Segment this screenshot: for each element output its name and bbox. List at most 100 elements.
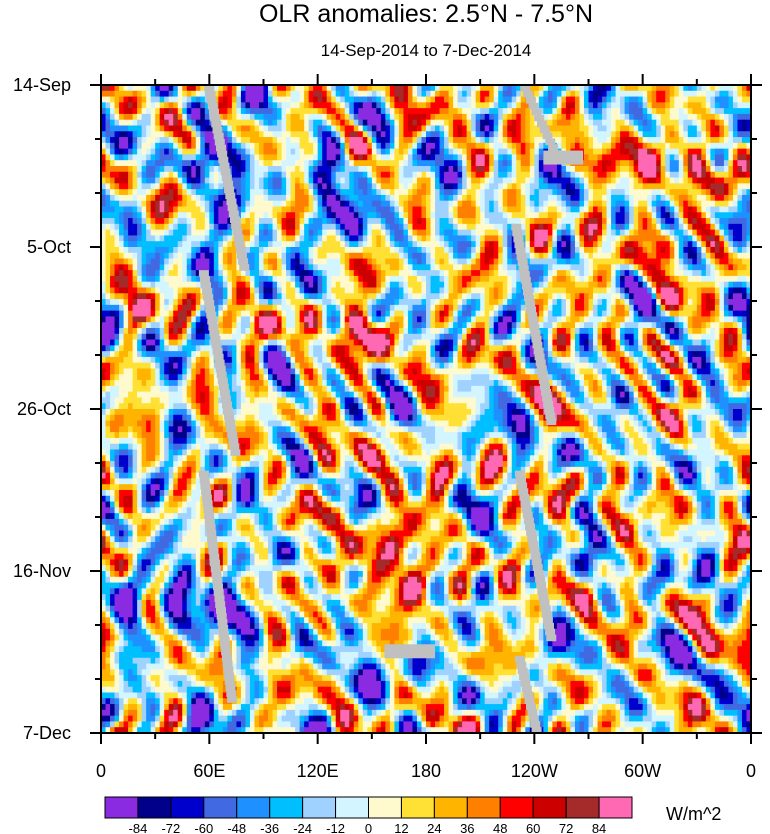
field-cell — [561, 142, 567, 150]
field-cell — [426, 148, 432, 156]
field-cell — [624, 264, 630, 271]
field-cell — [561, 194, 567, 202]
field-cell — [258, 264, 265, 271]
field-cell — [132, 183, 138, 190]
field-cell — [426, 281, 432, 289]
field-cell — [489, 85, 495, 92]
field-cell — [426, 194, 432, 202]
field-cell — [620, 108, 626, 115]
field-cell — [313, 229, 319, 237]
field-cell — [177, 85, 183, 92]
field-cell — [593, 137, 599, 144]
field-cell — [611, 113, 617, 121]
field-cell — [182, 108, 188, 115]
field-cell — [435, 200, 441, 208]
field-cell — [349, 270, 355, 277]
field-cell — [525, 113, 531, 121]
field-cell — [674, 166, 680, 173]
field-cell — [746, 125, 751, 132]
field-cell — [258, 85, 265, 92]
field-cell — [137, 235, 143, 242]
field-cell — [389, 200, 395, 208]
field-cell — [367, 96, 373, 103]
field-cell — [556, 206, 563, 213]
field-cell — [426, 270, 432, 277]
field-cell — [236, 85, 242, 92]
field-cell — [597, 229, 603, 237]
field-cell — [272, 119, 278, 127]
field-cell — [457, 194, 463, 202]
field-cell — [254, 102, 260, 109]
field-cell — [507, 166, 513, 173]
field-cell — [647, 270, 653, 277]
field-cell — [272, 270, 278, 277]
field-cell — [453, 90, 459, 98]
field-cell — [656, 241, 662, 248]
field-cell — [286, 235, 292, 242]
field-cell — [412, 264, 418, 271]
field-cell — [687, 125, 693, 132]
field-cell — [123, 281, 129, 289]
field-cell — [313, 270, 319, 277]
field-cell — [146, 137, 152, 144]
field-cell — [593, 206, 599, 213]
field-cell — [204, 229, 210, 237]
field-cell — [624, 194, 630, 202]
field-cell — [398, 281, 405, 289]
field-cell — [128, 218, 134, 225]
field-cell — [389, 96, 395, 103]
field-cell — [263, 131, 269, 138]
field-cell — [611, 137, 617, 144]
field-cell — [444, 223, 450, 231]
field-cell — [200, 212, 206, 219]
field-cell — [290, 154, 296, 161]
field-cell — [137, 102, 143, 109]
field-cell — [182, 177, 188, 184]
field-cell — [394, 108, 400, 115]
field-cell — [511, 218, 517, 225]
field-cell — [290, 137, 296, 144]
field-cell — [660, 194, 666, 202]
field-cell — [435, 131, 441, 138]
field-cell — [398, 166, 405, 173]
field-cell — [218, 194, 224, 202]
field-cell — [371, 160, 377, 167]
field-cell — [403, 218, 409, 225]
field-cell — [150, 96, 156, 103]
field-cell — [552, 171, 558, 179]
field-cell — [439, 218, 445, 225]
field-cell — [597, 223, 603, 231]
field-cell — [222, 212, 228, 219]
field-cell — [353, 90, 359, 98]
field-cell — [326, 189, 332, 196]
field-cell — [714, 154, 720, 161]
field-cell — [380, 258, 386, 265]
field-cell — [502, 247, 508, 254]
field-cell — [258, 108, 265, 115]
field-cell — [642, 229, 648, 237]
field-cell — [656, 142, 662, 150]
field-cell — [304, 189, 310, 196]
field-cell — [150, 200, 156, 208]
field-cell — [114, 235, 120, 242]
field-cell — [128, 206, 134, 213]
field-cell — [741, 212, 748, 219]
field-cell — [110, 247, 116, 254]
field-cell — [195, 166, 201, 173]
field-cell — [263, 264, 269, 271]
field-cell — [295, 270, 301, 277]
field-cell — [538, 148, 544, 156]
field-cell — [114, 258, 120, 265]
field-cell — [304, 96, 310, 103]
field-cell — [313, 206, 319, 213]
field-cell — [168, 241, 174, 248]
field-cell — [105, 218, 111, 225]
field-cell — [200, 264, 206, 271]
field-cell — [304, 171, 310, 179]
field-cell — [249, 131, 256, 138]
field-cell — [340, 247, 346, 254]
field-cell — [254, 90, 260, 98]
field-cell — [507, 258, 513, 265]
field-cell — [132, 241, 138, 248]
field-cell — [353, 281, 359, 289]
